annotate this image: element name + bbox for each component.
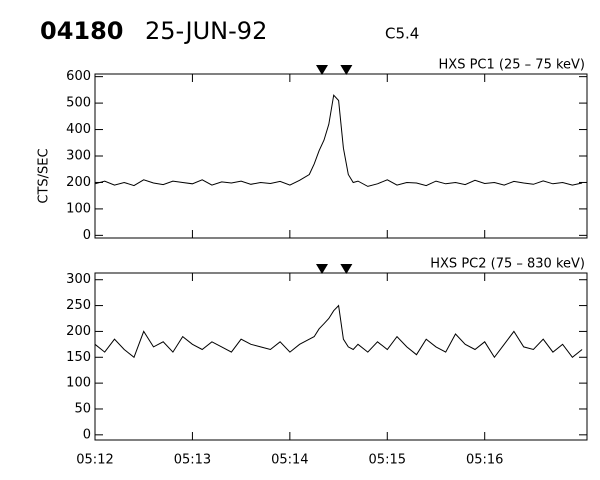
y-tick-label: 150 [66, 350, 91, 365]
y-tick-label: 100 [66, 376, 91, 391]
y-tick-label: 600 [66, 69, 91, 84]
y-tick-label: 100 [66, 201, 91, 216]
interval-marker [340, 65, 353, 75]
orbit-number: 04180 [40, 17, 124, 45]
x-tick-label: 05:12 [76, 453, 113, 468]
y-tick-label: 300 [66, 149, 91, 164]
plot-frame [94, 73, 588, 239]
y-axis-label: CTS/SEC [37, 148, 52, 203]
y-tick-label: 500 [66, 96, 91, 111]
y-tick-label: 300 [66, 272, 91, 287]
y-tick-label: 200 [66, 324, 91, 339]
x-tick-label: 05:13 [174, 453, 211, 468]
y-tick-label: 0 [83, 427, 91, 442]
y-tick-label: 50 [74, 401, 91, 416]
x-tick-label: 05:16 [466, 453, 503, 468]
y-tick-label: 400 [66, 122, 91, 137]
x-tick-label: 05:15 [369, 453, 406, 468]
panel-label: HXS PC1 (25 – 75 keV) [439, 58, 585, 73]
flare-class: C5.4 [385, 25, 419, 43]
x-tick-label: 05:14 [271, 453, 308, 468]
y-tick-label: 250 [66, 298, 91, 313]
y-tick-label: 0 [83, 228, 91, 243]
interval-marker [316, 264, 329, 274]
data-line [94, 94, 583, 187]
date: 25-JUN-92 [145, 17, 267, 45]
panel-label: HXS PC2 (75 – 830 keV) [430, 257, 585, 272]
interval-marker [340, 264, 353, 274]
plot-frame [94, 272, 588, 441]
data-line [94, 304, 583, 359]
y-tick-label: 200 [66, 175, 91, 190]
interval-marker [316, 65, 329, 75]
